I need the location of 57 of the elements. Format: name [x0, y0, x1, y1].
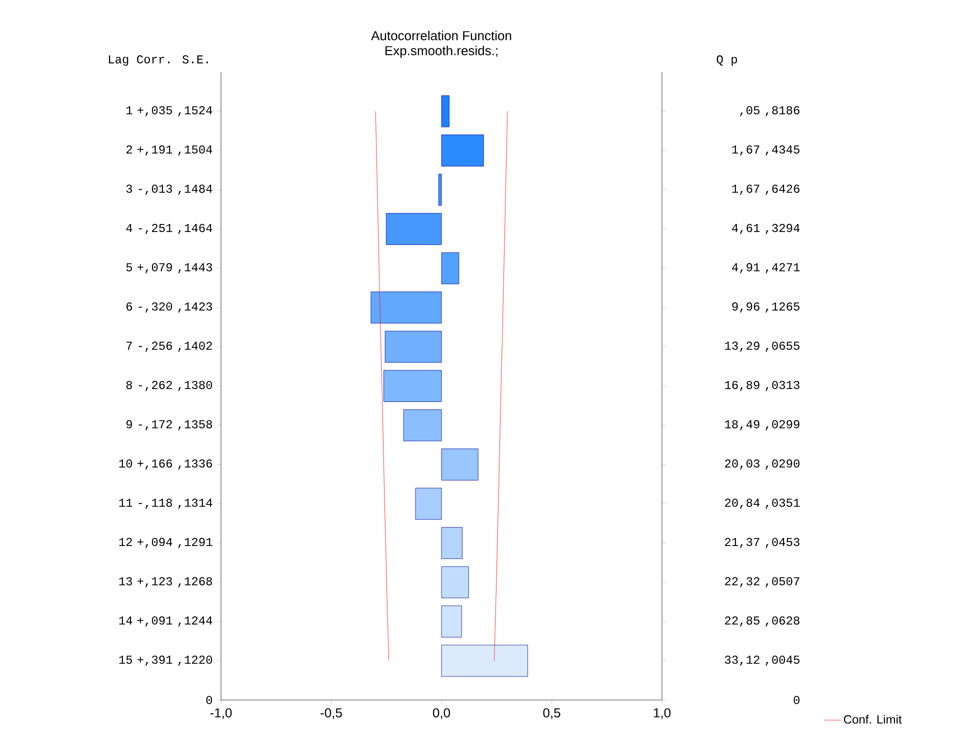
y2-tick-label: 1,67 ,4345 — [732, 145, 800, 156]
y2-tick-label: 4,91 ,4271 — [732, 263, 800, 274]
y-tick-label: 6 -,320 ,1423 — [126, 302, 212, 313]
y-tick-label: 12 +,094 ,1291 — [119, 538, 212, 548]
y2-tick-label: 9,96 ,1265 — [732, 302, 800, 313]
x-tick-label: -1,0 — [210, 708, 232, 719]
y2-tick-label: 0 — [794, 696, 800, 704]
x-tick-label: 0,0 — [432, 708, 450, 719]
y2-tick-label: 21,37 ,0453 — [725, 538, 800, 548]
y-tick-label: 7 -,256 ,1402 — [126, 342, 212, 352]
bar — [403, 409, 442, 442]
bar — [384, 330, 442, 363]
chart-subtitle: Exp.smooth.resids.; — [385, 46, 498, 58]
bar — [441, 134, 484, 166]
x-tick-label: 0,5 — [543, 708, 560, 719]
y-axis-title: Lag Corr. S.E. — [108, 55, 208, 66]
y-tick-label: 0 — [206, 696, 212, 704]
y2-tick-label: 18,49 ,0299 — [725, 420, 800, 430]
y2-tick-label: 1,67 ,6426 — [732, 184, 800, 195]
y2-tick-label: 20,84 ,0351 — [725, 498, 800, 509]
y-tick-label: 3 -,013 ,1484 — [126, 184, 212, 195]
bar — [441, 95, 450, 128]
y2-tick-label: 22,85 ,0628 — [725, 616, 800, 627]
y-tick-label: 2 +,191 ,1504 — [126, 145, 212, 156]
bar — [415, 488, 442, 520]
y-tick-label: 4 -,251 ,1464 — [126, 224, 212, 234]
y2-tick-label: 4,61 ,3294 — [732, 224, 800, 234]
y-tick-label: 5 +,079 ,1443 — [126, 263, 212, 274]
bar — [384, 370, 442, 402]
y2-tick-label: 20,03 ,0290 — [725, 459, 800, 470]
chart-title: Autocorrelation Function — [371, 30, 512, 40]
bar — [370, 292, 442, 324]
legend-label: Conf. Limit — [844, 714, 902, 724]
bar — [441, 644, 528, 677]
bar — [438, 174, 442, 206]
bar — [441, 527, 462, 559]
y-tick-label: 1 +,035 ,1524 — [126, 106, 212, 116]
bar — [441, 606, 462, 638]
y-tick-label: 8 -,262 ,1380 — [126, 380, 212, 392]
x-tick-label: 1,0 — [654, 708, 671, 719]
y-tick-label: 9 -,172 ,1358 — [126, 420, 212, 430]
bar — [441, 448, 478, 480]
y-tick-label: 11 -,118 ,1314 — [119, 498, 212, 509]
bar — [386, 213, 442, 245]
y-tick-label: 14 +,091 ,1244 — [119, 616, 212, 627]
y2-tick-label: 13,29 ,0655 — [725, 342, 800, 352]
y2-axis-title: Q p — [716, 55, 737, 66]
x-tick-label: -0,5 — [320, 708, 342, 719]
y-tick-label: 10 +,166 ,1336 — [119, 459, 212, 470]
bar — [441, 566, 469, 598]
y2-tick-label: 33,12 ,0045 — [724, 656, 800, 666]
bar — [441, 252, 460, 284]
y2-tick-label: 16,89 ,0313 — [725, 380, 800, 392]
y-tick-label: 13 +,123 ,1268 — [119, 577, 212, 588]
y-tick-label: 15 +,391 ,1220 — [119, 656, 212, 666]
y2-tick-label: 22,32 ,0507 — [725, 577, 800, 588]
y2-tick-label: ,05 ,8186 — [740, 106, 800, 116]
